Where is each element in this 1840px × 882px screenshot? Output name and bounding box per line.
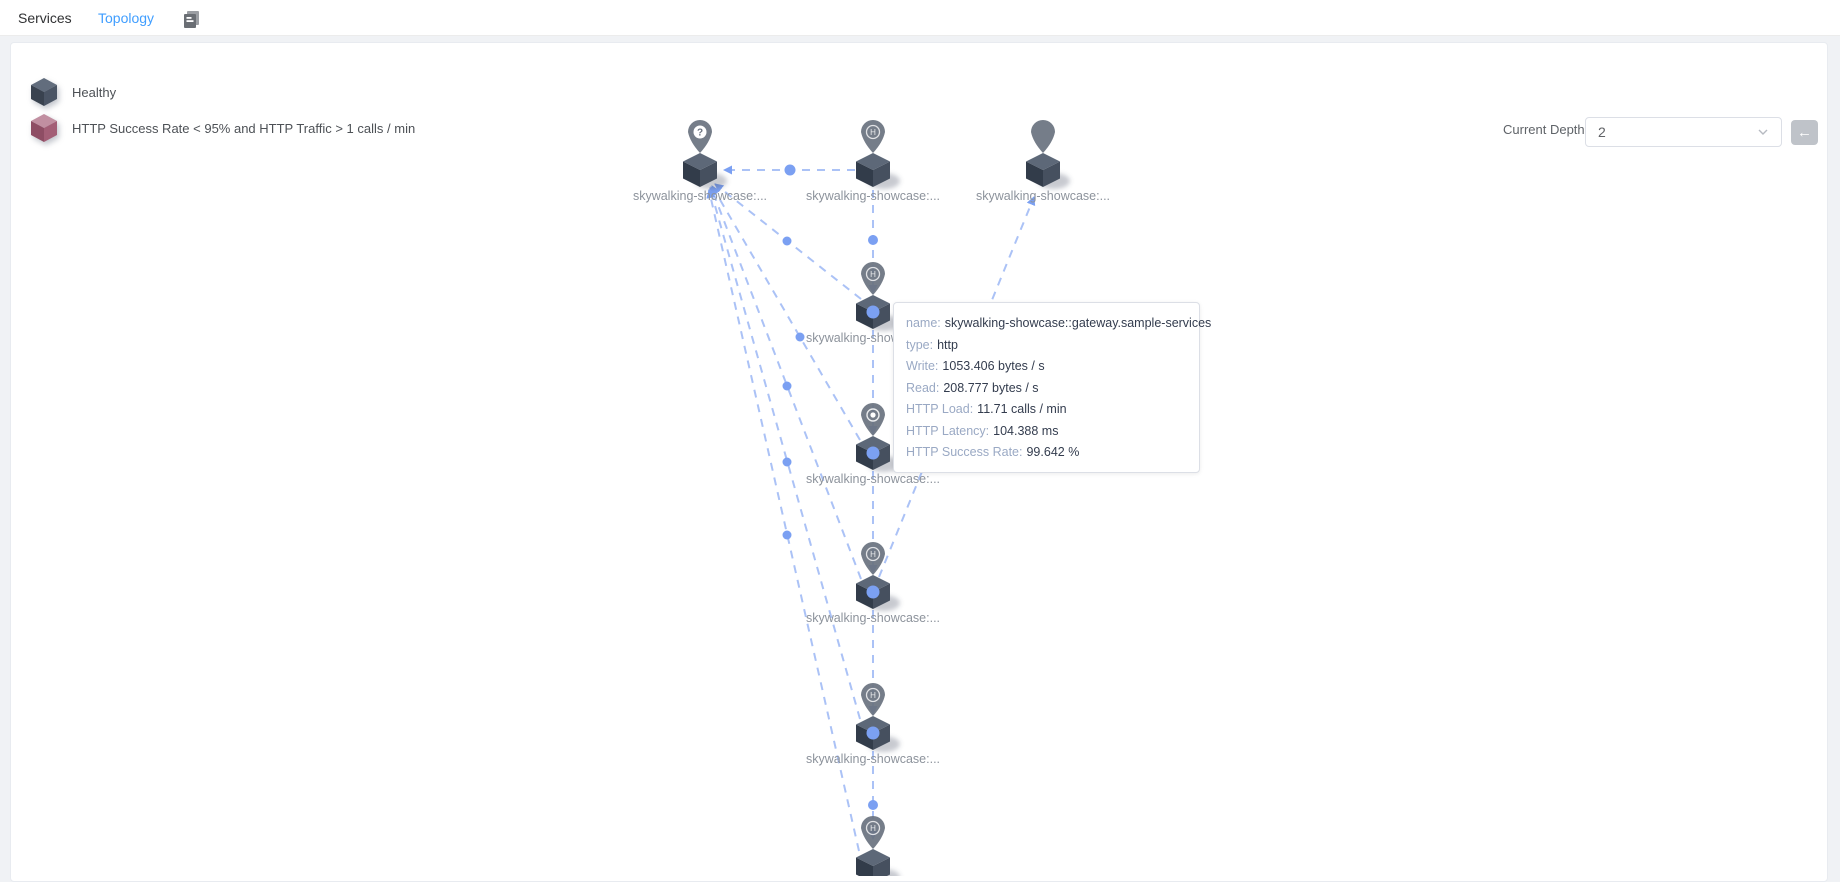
current-depth-select[interactable]: 2 [1585, 117, 1782, 147]
edge-dot [868, 800, 878, 810]
tooltip-row: name: skywalking-showcase::gateway.sample… [906, 313, 1211, 335]
current-depth-label: Current Depth [1503, 122, 1585, 137]
service-node-service-4[interactable]: H [856, 816, 900, 876]
tooltip-row: Read: 208.777 bytes / s [906, 378, 1187, 400]
question-glyph: ? [697, 128, 703, 139]
current-depth-value: 2 [1598, 124, 1606, 140]
http-service-icon [865, 820, 881, 836]
tooltip-value: 99.642 % [1026, 445, 1080, 459]
service-node-source-1[interactable]: ? skywalking-showcase:... [633, 120, 767, 203]
edge-dot [782, 236, 792, 246]
tooltip-key: HTTP Latency: [906, 423, 990, 438]
http-service-icon [865, 687, 881, 703]
topology-edge [711, 185, 861, 441]
tooltip-value: http [937, 337, 958, 352]
tooltip-value: 104.388 ms [993, 423, 1059, 438]
topology-edge [706, 189, 860, 852]
node-center-dot [866, 446, 880, 460]
cube-left-face [1026, 161, 1043, 187]
healthy-cube-icon [31, 78, 57, 106]
service-pin-icon [1031, 120, 1055, 153]
legend: Healthy HTTP Success Rate < 95% and HTTP… [30, 76, 415, 148]
node-center-dot [866, 585, 880, 599]
cube-left-face [856, 857, 873, 876]
cube-right-face [873, 161, 890, 187]
tooltip-row: HTTP Load: 11.71 calls / min [906, 399, 1187, 421]
http-service-icon [865, 124, 881, 140]
node-label: skywalking-showcase:... [806, 189, 940, 203]
edge-dot-layer [782, 164, 880, 810]
location-ring-icon [866, 408, 880, 422]
edge-dot [868, 235, 878, 245]
tooltip-key: name: [906, 316, 941, 330]
node-label: skywalking-showcase:... [633, 189, 767, 203]
cube-right-face [700, 161, 717, 187]
node-center-dot [866, 726, 880, 740]
tooltip-value: skywalking-showcase::gateway.sample-serv… [944, 316, 1212, 330]
tooltip-row: HTTP Latency: 104.388 ms [906, 421, 1187, 443]
edge-dot [782, 381, 792, 391]
tooltip-key: Read: [906, 380, 940, 395]
edge-dot [782, 457, 792, 467]
http-glyph: H [870, 128, 876, 137]
node-center-dot [866, 305, 880, 319]
legend-label-unhealthy: HTTP Success Rate < 95% and HTTP Traffic… [72, 120, 416, 136]
http-glyph: H [870, 691, 876, 700]
tab-services[interactable]: Services [18, 10, 72, 26]
http-service-icon [865, 546, 881, 562]
question-icon [693, 125, 707, 139]
http-service-icon [865, 266, 881, 282]
chevron-down-icon [1758, 129, 1768, 135]
tooltip-key: Write: [906, 359, 939, 373]
tooltip-row: HTTP Success Rate: 99.642 % [906, 442, 1187, 464]
node-layer: ?skywalking-showcase:...Hskywalking-show… [633, 120, 1110, 876]
tooltip-row: type: http [906, 335, 1187, 357]
legend-label-healthy: Healthy [72, 84, 117, 100]
service-node-service-3[interactable]: Hskywalking-showcase:... [806, 683, 940, 766]
location-dot-icon [870, 412, 876, 418]
http-glyph: H [870, 550, 876, 559]
tooltip-value: 1053.406 bytes / s [942, 359, 1045, 373]
topology-edge [709, 186, 862, 580]
top-tab-bar: Services Topology [0, 0, 1840, 36]
tooltip-key: type: [906, 337, 934, 352]
unhealthy-cube-icon [31, 114, 57, 142]
node-label: skywalking-showcase:... [976, 189, 1110, 203]
legend-row-unhealthy: HTTP Success Rate < 95% and HTTP Traffic… [30, 112, 415, 144]
http-glyph: H [870, 824, 876, 833]
cube-left-face [683, 161, 700, 187]
service-node-source-2[interactable]: Hskywalking-showcase:... [806, 120, 940, 203]
edge-dot [782, 530, 792, 540]
edge-dot [784, 164, 796, 176]
topology-edge [707, 187, 861, 720]
tooltip-value: 208.777 bytes / s [943, 380, 1039, 395]
legend-row-healthy: Healthy [30, 76, 415, 108]
service-node-source-3[interactable]: skywalking-showcase:... [976, 120, 1110, 203]
node-tooltip: name: skywalking-showcase::gateway.sample… [893, 302, 1211, 473]
service-node-service-2[interactable]: Hskywalking-showcase:... [806, 542, 940, 625]
tab-topology[interactable]: Topology [98, 10, 155, 26]
copy-pages-icon[interactable] [181, 8, 203, 30]
tooltip-key: HTTP Success Rate: [906, 445, 1023, 459]
service-node-service-1[interactable]: skywalking-showcase:... [806, 403, 940, 486]
cube-right-face [1043, 161, 1060, 187]
tooltip-value: 11.71 calls / min [977, 402, 1067, 416]
node-label: skywalking-showcase:... [806, 752, 940, 766]
edge-dot [795, 332, 805, 342]
cube-right-face [873, 857, 890, 876]
tooltip-row: Write: 1053.406 bytes / s [906, 356, 1187, 378]
back-arrow-button[interactable]: ← [1791, 120, 1818, 145]
node-label: skywalking-showcase:... [806, 611, 940, 625]
node-label: skywalking-showcase:... [806, 472, 940, 486]
tooltip-key: HTTP Load: [906, 402, 974, 416]
service-pin-icon [861, 403, 885, 436]
http-glyph: H [870, 270, 876, 279]
cube-left-face [856, 161, 873, 187]
